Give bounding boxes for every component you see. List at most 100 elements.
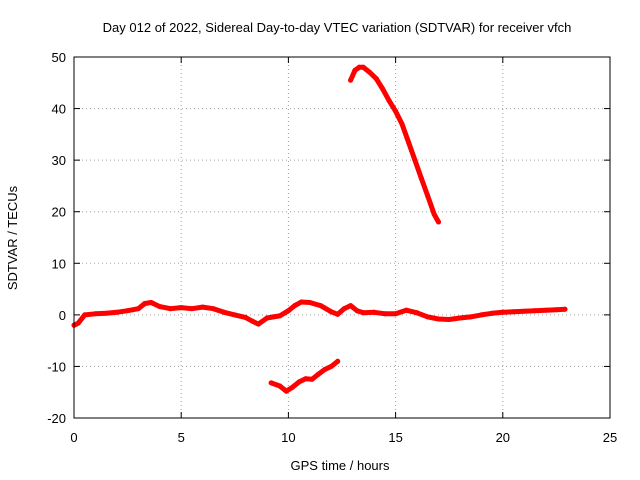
data-point — [335, 358, 341, 364]
data-point — [532, 308, 538, 314]
y-tick-label: 10 — [52, 256, 66, 271]
data-point — [283, 388, 289, 394]
data-point — [232, 312, 238, 318]
x-tick-label: 20 — [496, 430, 510, 445]
data-point — [356, 64, 362, 70]
data-point — [328, 363, 334, 369]
data-point — [307, 300, 313, 305]
data-point — [210, 306, 216, 312]
data-point — [386, 98, 392, 104]
y-tick-label: 40 — [52, 102, 66, 117]
data-point — [341, 306, 347, 312]
x-tick-label: 5 — [178, 430, 185, 445]
data-point — [290, 384, 296, 390]
data-point — [168, 306, 173, 312]
data-point — [221, 309, 227, 315]
data-point — [309, 376, 315, 382]
data-point — [371, 309, 377, 315]
data-point — [114, 309, 120, 315]
data-point — [468, 314, 474, 320]
axis-ticks: 0 5 10 15 20 25 -20 -10 0 10 20 30 40 50 — [47, 50, 617, 445]
data-point — [478, 312, 484, 318]
data-point — [562, 306, 568, 312]
data-point — [521, 308, 527, 314]
data-point — [373, 76, 379, 82]
data-point — [292, 303, 298, 309]
data-point — [243, 314, 248, 320]
data-point — [270, 314, 276, 320]
data-point — [412, 157, 418, 163]
data-point — [457, 315, 463, 321]
data-point — [436, 316, 441, 322]
x-tick-label: 15 — [388, 430, 402, 445]
data-point — [511, 309, 516, 315]
data-point — [446, 317, 452, 322]
data-point — [354, 308, 360, 314]
y-axis-title: SDTVAR / TECUs — [5, 185, 20, 290]
data-point — [296, 379, 302, 385]
plot-area-frame — [73, 56, 611, 419]
y-tick-label: 20 — [52, 205, 66, 220]
data-point — [135, 306, 141, 312]
data-point — [406, 139, 411, 145]
data-point — [125, 308, 131, 314]
data-point — [75, 320, 81, 326]
data-point — [303, 376, 309, 382]
y-tick-label: -10 — [47, 359, 66, 374]
data-point — [348, 303, 354, 309]
data-point — [285, 308, 291, 314]
data-point — [399, 121, 405, 127]
data-point — [335, 311, 341, 317]
data-point — [553, 307, 559, 313]
y-tick-label: 50 — [52, 50, 66, 65]
data-point — [543, 307, 549, 313]
y-tick-label: 30 — [52, 153, 66, 168]
data-point — [157, 304, 163, 310]
x-axis-title: GPS time / hours — [291, 458, 390, 473]
data-point — [382, 311, 388, 317]
data-point — [200, 304, 206, 310]
data-point — [500, 309, 506, 315]
data-point — [380, 86, 386, 92]
x-tick-label: 10 — [281, 430, 295, 445]
grid — [74, 57, 610, 418]
data-point — [425, 193, 431, 199]
data-point — [393, 108, 399, 114]
data-point — [92, 311, 98, 317]
x-tick-label: 0 — [70, 430, 77, 445]
data-point — [255, 321, 261, 327]
data-point — [425, 314, 431, 320]
data-point — [348, 77, 354, 83]
data-point — [436, 219, 441, 225]
data-point — [403, 307, 409, 313]
y-tick-label: 0 — [59, 308, 66, 323]
data-point — [328, 309, 334, 315]
data-point — [189, 306, 195, 312]
data-point — [393, 311, 399, 317]
data-point — [418, 175, 424, 181]
data-point — [249, 318, 255, 324]
data-point — [148, 300, 154, 305]
y-tick-label: -20 — [47, 411, 66, 426]
data-point — [431, 211, 437, 217]
data-point — [82, 312, 88, 318]
series-line-satellite-track-high — [348, 64, 441, 225]
data-point — [322, 367, 328, 372]
chart-title: Day 012 of 2022, Sidereal Day-to-day VTE… — [103, 20, 572, 35]
data-point — [414, 310, 420, 316]
data-point — [178, 305, 184, 311]
data-point — [360, 310, 366, 316]
data-point — [318, 303, 324, 309]
data-point — [489, 310, 495, 316]
data-point — [367, 70, 373, 75]
data-point — [103, 310, 109, 316]
data-point — [142, 301, 148, 306]
data-series — [71, 64, 568, 394]
data-point — [277, 313, 283, 319]
data-point — [264, 315, 270, 321]
data-point — [277, 383, 283, 389]
data-point — [298, 299, 304, 305]
data-point — [360, 64, 366, 70]
x-tick-label: 25 — [603, 430, 617, 445]
